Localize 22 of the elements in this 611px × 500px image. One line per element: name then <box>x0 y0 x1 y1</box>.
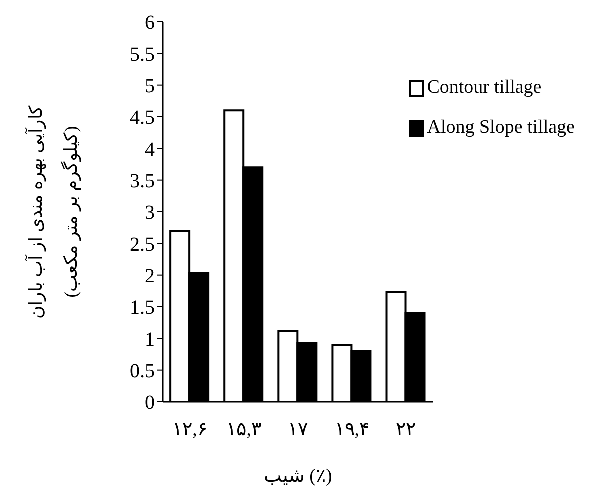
y-tick-label: 0.5 <box>130 360 155 382</box>
x-tick-label: ۲۲ <box>396 419 416 440</box>
y-axis-title: کارآیی بهره مندی از آب باران (کیلوگرم بر متر مکعب) <box>25 105 82 319</box>
y-tick-label: 0 <box>145 392 155 414</box>
y-tick-label: 2.5 <box>130 234 155 256</box>
y-tick-label: 5.5 <box>130 44 155 66</box>
y-tick-label: 3.5 <box>130 170 155 192</box>
y-tick-label: 4.5 <box>130 107 155 130</box>
y-tick-label: 1.5 <box>130 297 155 320</box>
x-axis-title: شیب (٪) <box>264 466 332 487</box>
y-tick-label: 1 <box>145 328 155 351</box>
y-tick-label: 6 <box>145 12 155 34</box>
legend-label: Contour tillage <box>427 76 542 100</box>
x-tick-label: ۱۹,۴ <box>334 419 370 440</box>
y-tick-label: 2 <box>145 265 155 288</box>
x-tick-label: ۱۲,۶ <box>172 419 208 440</box>
x-tick-label: ۱۷ <box>288 419 308 440</box>
x-tick-label: ۱۵,۳ <box>226 419 262 440</box>
y-tick-label: 4 <box>145 138 155 161</box>
y-tick-label: 5 <box>145 75 155 98</box>
y-tick-label: 3 <box>145 202 155 224</box>
legend-label: Along Slope tillage <box>427 116 575 140</box>
